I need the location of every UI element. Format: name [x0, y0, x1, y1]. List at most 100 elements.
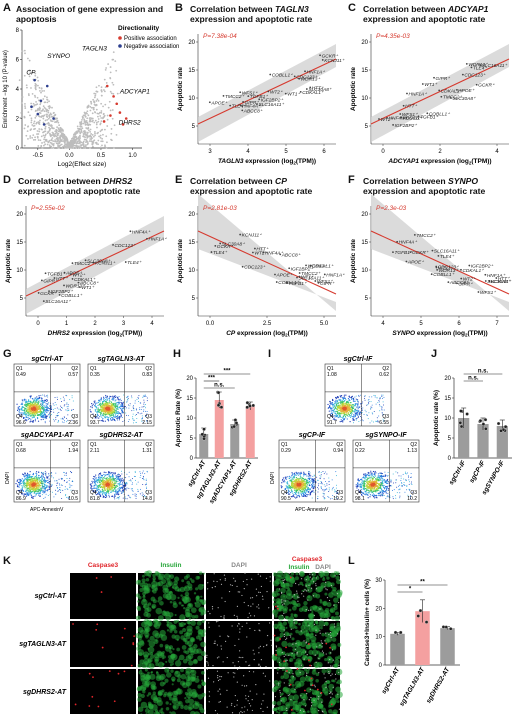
facs-event	[145, 482, 147, 484]
panel-title: Correlation between TAGLN3 expression and…	[190, 4, 340, 24]
volcano-point	[84, 123, 87, 126]
scatter-plot: 3 4 5 62015105P=7.38e-04IGF2BP2⁺TLE4⁺TMCC2⁺…	[177, 33, 345, 166]
facs-event	[36, 479, 38, 481]
panel-title: Correlation between CP expression and apo…	[190, 176, 340, 196]
data-point	[275, 281, 278, 283]
x-tick-label: 3	[208, 149, 212, 155]
volcano-point	[50, 145, 53, 148]
volcano-point	[41, 109, 44, 112]
volcano-point	[40, 116, 43, 119]
volcano-point	[48, 107, 51, 110]
x-tick-label: 0	[381, 149, 385, 155]
facs-event	[118, 407, 120, 409]
volcano-point	[112, 93, 115, 95]
facs-event	[121, 480, 123, 482]
facs-event	[132, 422, 134, 424]
facs-event	[117, 480, 119, 482]
data-point	[77, 281, 80, 284]
facs-event	[146, 421, 148, 423]
gene-label: WT1⁺	[438, 266, 451, 272]
facs-event	[347, 402, 349, 404]
volcano-point	[44, 138, 47, 141]
volcano-point	[84, 113, 87, 115]
facs-event	[119, 482, 121, 484]
x-axis-text: expression (log	[419, 158, 469, 165]
facs-event	[37, 489, 39, 491]
facs-event	[122, 489, 124, 491]
volcano-point	[82, 141, 85, 144]
gene-label: CDC123⁺	[464, 73, 485, 79]
facs-event	[42, 399, 44, 402]
facs-event	[21, 406, 23, 409]
facs-event	[69, 484, 71, 486]
x-tick-label: 0.5	[97, 153, 106, 159]
facs-event	[22, 473, 24, 475]
y-tick-label: 5	[190, 436, 194, 442]
facs-event	[115, 399, 117, 401]
bar	[230, 424, 240, 458]
facs-event	[37, 411, 39, 413]
facs-event	[109, 482, 111, 484]
facs-event	[114, 409, 116, 411]
facs-event	[118, 474, 120, 476]
facs-event	[42, 489, 44, 491]
facs-event	[30, 476, 32, 478]
confidence-band	[26, 216, 164, 314]
data-point	[435, 266, 438, 269]
facs-event	[18, 481, 21, 483]
volcano-point	[112, 58, 115, 61]
facs-event	[36, 487, 38, 489]
facs-event	[108, 402, 111, 404]
gene-label: TAGLN3	[82, 46, 107, 53]
volcano-point	[56, 134, 59, 137]
facs-event	[44, 484, 46, 486]
facs-event	[95, 405, 97, 408]
x-axis-text: expression (log	[235, 330, 285, 337]
facs-event	[28, 414, 30, 416]
facs-event	[54, 396, 56, 398]
volcano-point	[64, 143, 67, 145]
volcano-point	[21, 96, 24, 98]
facs-event	[340, 398, 342, 401]
bar	[199, 434, 209, 458]
y-tick-label: 20	[188, 212, 195, 218]
volcano-point	[63, 136, 66, 138]
x-axis-label: TAGLN3 expression (log2(TPM))	[218, 158, 316, 166]
quadrant-q1-label: Q1	[16, 442, 23, 448]
data-point	[256, 103, 258, 105]
facs-event	[107, 411, 109, 413]
volcano-point	[91, 112, 94, 115]
facs-event	[140, 474, 142, 476]
facs-event	[353, 416, 355, 418]
scatter-plot: 0 1 2 3 42015105P=2.55e-02HNF4A⁺WDR13⁺TMCC2⁺…	[5, 205, 167, 338]
facs-event	[129, 496, 131, 498]
facs-event	[101, 402, 104, 404]
volcano-point	[106, 125, 109, 127]
facs-event	[91, 405, 93, 407]
panel-letter: F	[348, 174, 355, 186]
x-tick-label: 2	[438, 149, 442, 155]
facs-event	[96, 488, 98, 490]
gene-label: IGF2BP2⁺	[291, 266, 314, 272]
facs-event	[97, 493, 99, 495]
facs-event	[113, 490, 115, 493]
facs-event	[118, 418, 121, 420]
volcano-point	[40, 135, 43, 138]
facs-event	[66, 488, 68, 490]
facs-title: sgDHRS2-AT	[99, 432, 143, 439]
replicate-dot	[248, 404, 252, 408]
facs-event	[114, 395, 116, 397]
gene-label: TMCC2⁺	[416, 233, 436, 239]
facs-event	[35, 494, 37, 496]
facs-event	[98, 399, 101, 401]
facs-event	[37, 490, 40, 492]
facs-event	[44, 422, 46, 424]
volcano-point	[39, 103, 42, 106]
volcano-point	[46, 143, 49, 146]
data-point	[436, 268, 439, 271]
data-point	[219, 242, 222, 245]
quadrant-q3-value: 2.36	[68, 420, 78, 426]
volcano-point	[55, 130, 58, 133]
facs-event	[25, 474, 27, 476]
